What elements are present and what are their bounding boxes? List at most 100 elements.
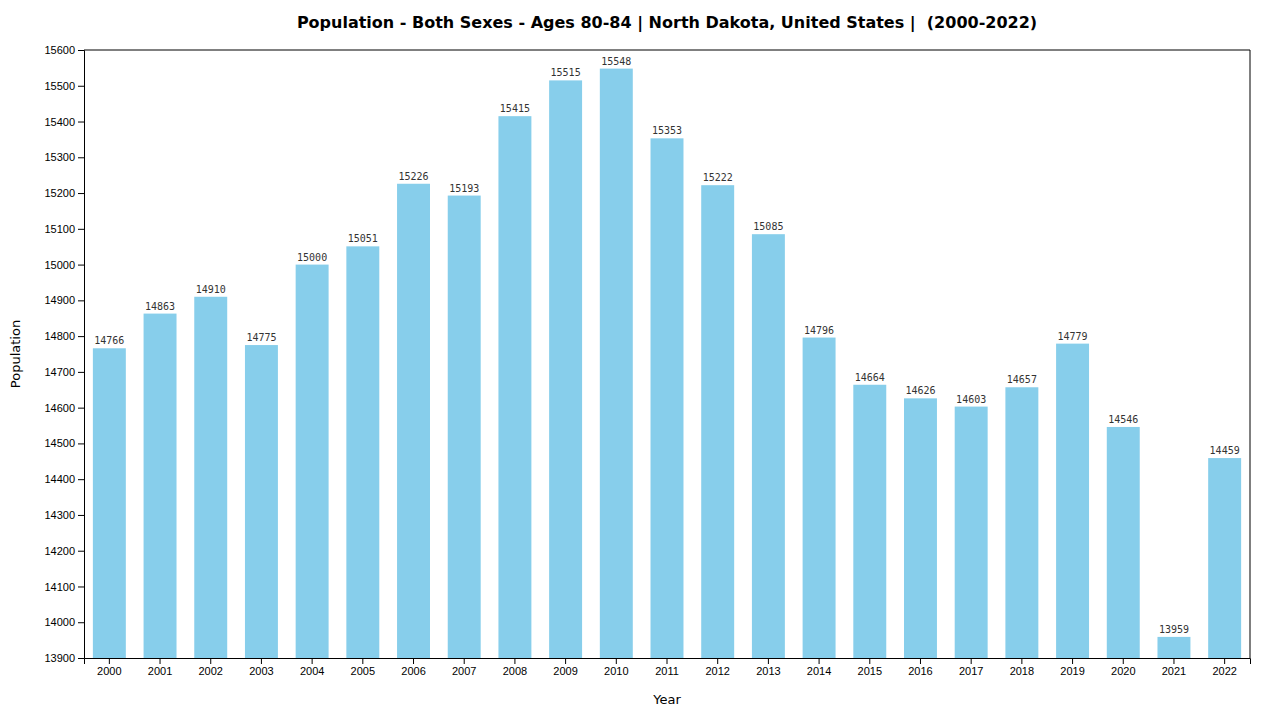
tick: 2005 [351,658,375,677]
tick: 2015 [858,658,882,677]
tick: 13900 [44,652,84,664]
bar [549,80,582,658]
tick-label: 15100 [44,223,75,235]
tick-label: 14200 [44,545,75,557]
axis-line [78,51,85,659]
chart: 1390014000141001420014300144001450014600… [0,0,1280,720]
bar [144,314,177,658]
tick: 14700 [44,366,84,378]
bar [853,385,886,658]
y-axis-label: Population [8,320,23,388]
bar [1208,458,1241,658]
bar [1107,427,1140,658]
tick: 14200 [44,545,84,557]
tick-label: 14700 [44,366,75,378]
tick: 2017 [959,658,983,677]
tick-label: 2016 [908,665,932,677]
bar [346,246,379,658]
tick-mark [717,658,718,664]
tick-mark [78,622,84,623]
bar [397,184,430,658]
tick-mark [667,658,668,664]
tick: 15100 [44,223,84,235]
tick-label: 14900 [44,294,75,306]
tick: 2000 [97,658,121,677]
bar [803,338,836,658]
tick: 2002 [198,658,222,677]
bar [93,348,126,658]
tick-label: 2011 [655,665,679,677]
tick-mark [464,658,465,664]
bar [1005,387,1038,658]
tick: 2016 [908,658,932,677]
data-label: 14546 [1108,414,1138,425]
tick: 2014 [807,658,831,677]
tick: 14600 [44,402,84,414]
tick-mark [565,658,566,664]
data-label: 15515 [551,67,581,78]
tick-label: 2000 [97,665,121,677]
axis-line [85,659,1251,665]
data-label: 14796 [804,325,834,336]
bar [498,116,531,658]
bar [600,69,633,658]
bar [245,345,278,658]
tick: 14300 [44,509,84,521]
tick-mark [78,658,84,659]
data-label: 14664 [855,372,885,383]
tick-label: 2012 [705,665,729,677]
tick: 15400 [44,116,84,128]
title: Population - Both Sexes - Ages 80-84 | N… [297,13,1037,33]
tick-mark [920,658,921,664]
tick-mark [1123,658,1124,664]
tick-label: 2021 [1162,665,1186,677]
tick-label: 2004 [300,665,324,677]
tick-mark [78,443,84,444]
bar [296,265,329,658]
data-label: 14459 [1210,445,1240,456]
data-label: 15193 [449,183,479,194]
tick-label: 14800 [44,330,75,342]
bar [752,234,785,658]
data-label: 15085 [753,221,783,232]
tick: 15500 [44,80,84,92]
tick-mark [362,658,363,664]
data-label: 14779 [1058,331,1088,342]
tick-mark [1072,658,1073,664]
tick-label: 14300 [44,509,75,521]
tick-label: 14600 [44,402,75,414]
tick: 14000 [44,616,84,628]
data-label: 14626 [905,385,935,396]
tick-label: 2001 [148,665,172,677]
tick-mark [78,86,84,87]
plot-area: 1390014000141001420014300144001450014600… [44,44,1250,677]
tick-mark [819,658,820,664]
data-label: 15051 [348,233,378,244]
x-axis: 2000200120022003200420052006200720082009… [85,658,1251,677]
tick: 2003 [249,658,273,677]
tick-mark [78,586,84,587]
bar [701,185,734,658]
tick-label: 2022 [1212,665,1236,677]
tick-mark [78,408,84,409]
tick: 2006 [401,658,425,677]
tick-label: 14500 [44,437,75,449]
bar [1157,637,1190,658]
tick-mark [1021,658,1022,664]
bars [93,69,1241,658]
tick: 14900 [44,294,84,306]
tick-label: 2018 [1010,665,1034,677]
tick-mark [78,515,84,516]
tick: 2004 [300,658,324,677]
bar [904,398,937,658]
tick-mark [768,658,769,664]
tick-label: 2015 [858,665,882,677]
tick-mark [160,658,161,664]
tick: 15200 [44,187,84,199]
tick: 2019 [1060,658,1084,677]
tick-label: 15600 [44,44,75,56]
tick: 2007 [452,658,476,677]
data-labels: 1476614863149101477515000150511522615193… [94,56,1239,635]
tick: 2008 [503,658,527,677]
tick-label: 2002 [198,665,222,677]
